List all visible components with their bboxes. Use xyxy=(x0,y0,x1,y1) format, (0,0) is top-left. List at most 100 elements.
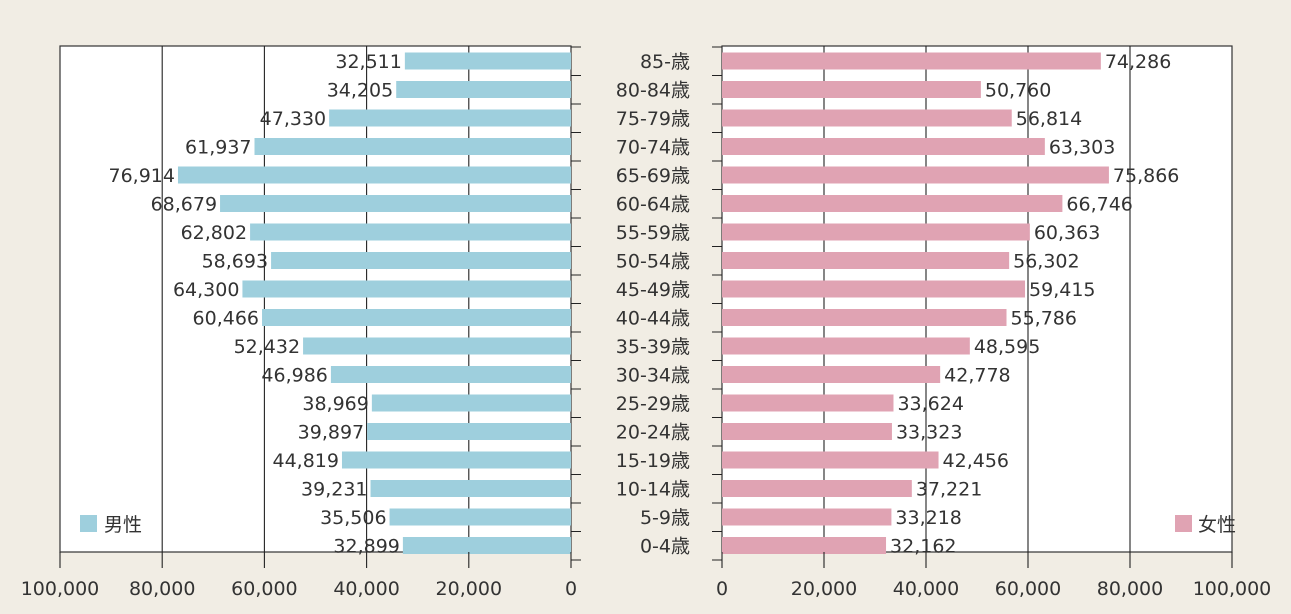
legend-label-male: 男性 xyxy=(104,514,142,536)
x-tick-label-right: 40,000 xyxy=(893,578,959,600)
bar-female xyxy=(722,537,887,554)
value-label-female: 74,286 xyxy=(1105,51,1171,73)
value-label-male: 62,802 xyxy=(181,222,247,244)
category-label: 70-74歳 xyxy=(616,137,690,159)
bar-female xyxy=(722,508,892,526)
value-label-female: 32,162 xyxy=(890,536,956,558)
x-tick-label-right: 0 xyxy=(716,578,728,600)
category-label: 45-49歳 xyxy=(616,279,690,301)
value-label-male: 46,986 xyxy=(261,365,327,387)
bar-female xyxy=(722,252,1010,269)
category-label: 35-39歳 xyxy=(616,336,690,358)
value-label-male: 64,300 xyxy=(173,279,239,301)
bars xyxy=(177,52,1109,554)
bar-male xyxy=(404,52,571,70)
x-tick-label-left: 40,000 xyxy=(333,578,399,600)
category-label: 0-4歳 xyxy=(640,536,690,558)
x-tick-label-left: 0 xyxy=(565,578,577,600)
bar-male xyxy=(271,252,571,269)
value-label-female: 59,415 xyxy=(1029,279,1095,301)
bar-male xyxy=(254,138,571,155)
bar-male xyxy=(341,451,571,469)
value-label-female: 50,760 xyxy=(985,80,1051,102)
category-label: 85-歳 xyxy=(640,51,690,73)
value-label-female: 75,866 xyxy=(1113,165,1179,187)
bar-male xyxy=(370,480,571,497)
value-label-female: 42,778 xyxy=(944,365,1010,387)
bar-male xyxy=(262,309,571,326)
x-tick-label-left: 20,000 xyxy=(436,578,502,600)
bar-female xyxy=(722,423,892,440)
bar-female xyxy=(722,337,970,355)
category-label: 80-84歳 xyxy=(616,80,690,102)
value-label-male: 32,511 xyxy=(335,51,401,73)
x-axis-tick-labels: 100,000 80,000 60,000 40,000 20,000 0 0 20,000 4… xyxy=(21,578,1272,600)
x-tick-label-right: 80,000 xyxy=(1097,578,1163,600)
bar-female xyxy=(722,366,941,383)
value-label-male: 76,914 xyxy=(108,165,174,187)
value-label-female: 60,363 xyxy=(1034,222,1100,244)
bar-male xyxy=(329,109,571,127)
value-label-female: 37,221 xyxy=(916,479,982,501)
bar-male xyxy=(389,508,571,526)
value-label-male: 61,937 xyxy=(185,137,251,159)
value-label-female: 33,624 xyxy=(897,393,963,415)
value-label-male: 52,432 xyxy=(234,336,300,358)
bar-male xyxy=(242,280,571,298)
value-label-male: 39,231 xyxy=(301,479,367,501)
x-tick-label-right: 100,000 xyxy=(1193,578,1272,600)
value-label-male: 47,330 xyxy=(260,108,326,130)
x-tick-label-right: 60,000 xyxy=(995,578,1061,600)
category-label: 10-14歳 xyxy=(616,479,690,501)
value-label-male: 68,679 xyxy=(151,194,217,216)
bar-female xyxy=(722,166,1109,184)
bar-female xyxy=(722,52,1101,70)
bar-male xyxy=(303,337,571,355)
bar-male xyxy=(220,195,572,212)
category-label: 5-9歳 xyxy=(640,507,690,529)
value-label-female: 33,323 xyxy=(896,422,962,444)
value-label-male: 32,899 xyxy=(333,536,399,558)
category-label: 65-69歳 xyxy=(616,165,690,187)
value-label-female: 63,303 xyxy=(1049,137,1115,159)
x-tick-label-left: 60,000 xyxy=(231,578,297,600)
legend-swatch-female xyxy=(1175,515,1192,532)
value-label-male: 44,819 xyxy=(272,450,338,472)
legend-swatch-male xyxy=(80,515,97,532)
bar-female xyxy=(722,81,981,98)
value-label-male: 60,466 xyxy=(193,308,259,330)
category-label: 55-59歳 xyxy=(616,222,690,244)
bar-female xyxy=(722,280,1026,298)
bar-male xyxy=(330,366,571,383)
value-label-female: 56,814 xyxy=(1016,108,1082,130)
value-label-female: 66,746 xyxy=(1066,194,1132,216)
value-label-female: 33,218 xyxy=(895,507,961,529)
value-label-female: 42,456 xyxy=(943,450,1009,472)
bar-female xyxy=(722,223,1030,241)
value-label-female: 55,786 xyxy=(1011,308,1077,330)
x-tick-label-left: 100,000 xyxy=(21,578,100,600)
bar-male xyxy=(177,166,571,184)
legends: 男性 女性 xyxy=(80,514,1236,536)
category-label: 15-19歳 xyxy=(616,450,690,472)
x-axis-ticks xyxy=(59,46,1233,568)
bar-female xyxy=(722,480,912,497)
x-tick-label-left: 80,000 xyxy=(129,578,195,600)
bar-female xyxy=(722,195,1063,212)
category-label: 20-24歳 xyxy=(616,422,690,444)
bar-male xyxy=(250,223,571,241)
category-label: 75-79歳 xyxy=(616,108,690,130)
value-label-male: 35,506 xyxy=(320,507,386,529)
bar-female xyxy=(722,309,1007,326)
value-label-male: 34,205 xyxy=(327,80,393,102)
bar-male xyxy=(367,423,571,440)
value-label-male: 58,693 xyxy=(202,251,268,273)
bar-female xyxy=(722,451,939,469)
value-labels: 32,511 74,286 34,205 50,760 47,330 56,814 61,9… xyxy=(108,51,1179,558)
category-label: 25-29歳 xyxy=(616,393,690,415)
bar-male xyxy=(402,537,571,554)
bar-male xyxy=(396,81,571,98)
category-label: 40-44歳 xyxy=(616,308,690,330)
